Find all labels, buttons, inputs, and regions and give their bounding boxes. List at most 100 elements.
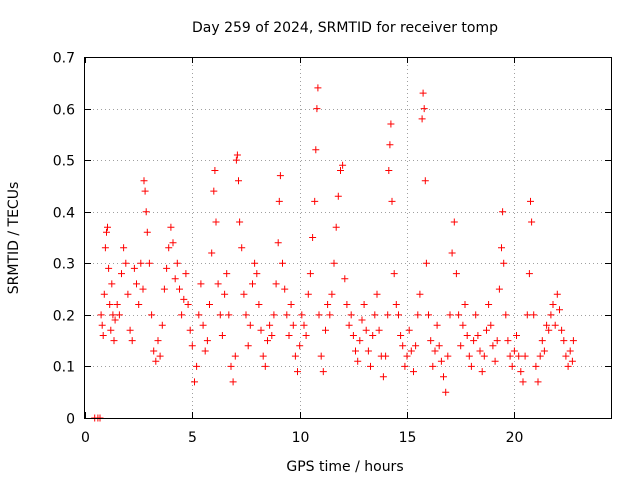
data-point bbox=[508, 362, 516, 370]
data-point bbox=[540, 347, 548, 355]
data-point bbox=[238, 244, 246, 252]
data-point bbox=[528, 218, 536, 226]
data-point bbox=[139, 285, 147, 293]
data-point bbox=[330, 259, 338, 267]
data-point bbox=[483, 326, 490, 334]
y-axis-label: SRMTID / TECUs bbox=[6, 182, 22, 295]
data-point bbox=[345, 321, 353, 329]
data-point bbox=[513, 332, 520, 339]
data-point bbox=[294, 368, 301, 376]
data-point bbox=[124, 290, 132, 298]
data-point bbox=[568, 357, 576, 365]
data-point bbox=[104, 223, 111, 231]
data-point bbox=[244, 342, 252, 350]
data-point bbox=[324, 301, 332, 308]
data-point bbox=[242, 311, 250, 319]
data-point bbox=[551, 321, 559, 329]
data-point bbox=[536, 352, 544, 360]
data-point bbox=[416, 290, 424, 298]
data-point bbox=[111, 316, 119, 324]
data-point bbox=[191, 378, 198, 386]
data-point bbox=[171, 275, 179, 283]
data-point bbox=[279, 259, 286, 267]
data-point bbox=[203, 337, 211, 345]
grid bbox=[85, 57, 611, 418]
data-point bbox=[221, 290, 229, 298]
data-point bbox=[296, 342, 304, 350]
data-point bbox=[156, 352, 164, 360]
data-point bbox=[429, 362, 437, 370]
data-point bbox=[218, 332, 226, 339]
data-point bbox=[502, 311, 510, 319]
y-tick-label: 0.6 bbox=[53, 103, 75, 119]
data-point bbox=[410, 368, 417, 376]
data-point bbox=[105, 264, 113, 272]
data-point bbox=[165, 244, 173, 252]
data-point bbox=[186, 326, 194, 334]
data-point bbox=[173, 259, 181, 267]
data-point bbox=[553, 290, 561, 298]
data-point bbox=[285, 332, 293, 339]
data-point bbox=[188, 342, 196, 350]
data-point bbox=[251, 259, 259, 267]
data-point bbox=[291, 352, 299, 360]
data-point bbox=[314, 84, 322, 92]
data-point bbox=[281, 285, 289, 293]
data-point bbox=[208, 249, 216, 257]
data-point bbox=[302, 332, 310, 339]
data-point bbox=[137, 259, 145, 267]
x-tick-label: 10 bbox=[292, 430, 310, 446]
data-point bbox=[386, 141, 394, 149]
data-point bbox=[319, 368, 327, 376]
data-point bbox=[313, 105, 321, 113]
data-point bbox=[326, 311, 334, 319]
data-point bbox=[152, 357, 160, 365]
data-point bbox=[463, 332, 471, 339]
data-point bbox=[564, 362, 572, 370]
data-point bbox=[276, 172, 284, 180]
data-point bbox=[457, 342, 465, 350]
data-point bbox=[270, 311, 278, 319]
data-point bbox=[519, 378, 527, 386]
data-point bbox=[133, 280, 140, 288]
data-point bbox=[517, 368, 525, 376]
data-point bbox=[334, 192, 342, 200]
data-point bbox=[442, 388, 450, 396]
data-point bbox=[431, 347, 439, 355]
data-point bbox=[199, 321, 207, 329]
data-point bbox=[142, 208, 150, 216]
data-point bbox=[257, 326, 265, 334]
data-point bbox=[110, 337, 118, 345]
data-point bbox=[534, 378, 542, 386]
data-point bbox=[109, 311, 117, 319]
data-point bbox=[210, 187, 218, 195]
data-point bbox=[311, 197, 319, 205]
data-point bbox=[158, 321, 166, 329]
data-point bbox=[167, 223, 175, 231]
data-point bbox=[118, 270, 125, 278]
data-point bbox=[470, 337, 478, 345]
data-point bbox=[369, 332, 377, 339]
x-tick-label: 20 bbox=[506, 430, 524, 446]
data-point bbox=[530, 311, 538, 319]
data-point bbox=[201, 347, 209, 355]
data-point bbox=[437, 357, 445, 365]
data-point bbox=[371, 311, 379, 319]
data-point bbox=[184, 301, 192, 308]
data-point bbox=[476, 347, 484, 355]
data-point bbox=[360, 301, 368, 308]
data-point bbox=[150, 347, 158, 355]
data-point bbox=[126, 326, 134, 334]
data-point bbox=[233, 151, 241, 159]
data-point bbox=[259, 352, 267, 360]
data-point bbox=[420, 105, 428, 113]
data-point bbox=[249, 280, 256, 288]
data-point bbox=[97, 311, 105, 319]
data-point bbox=[154, 337, 162, 345]
data-point bbox=[461, 301, 469, 308]
data-point bbox=[521, 352, 529, 360]
data-point bbox=[401, 362, 409, 370]
data-point bbox=[143, 228, 151, 236]
data-point bbox=[444, 352, 452, 360]
data-point bbox=[176, 285, 183, 293]
